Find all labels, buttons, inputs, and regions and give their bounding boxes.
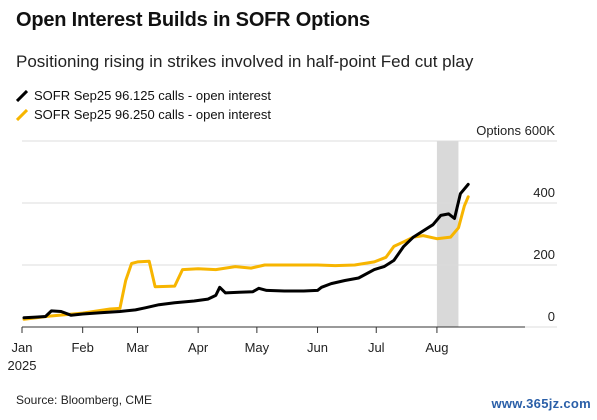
x-tick-label-7: Aug (425, 340, 448, 355)
x-tick-label-4: May (245, 340, 270, 355)
legend-swatch-96250 (16, 108, 28, 121)
chart-legend: SOFR Sep25 96.125 calls - open interest … (16, 86, 271, 124)
y-tick-label-1: 200 (533, 247, 555, 262)
legend-item-96250: SOFR Sep25 96.250 calls - open interest (16, 105, 271, 124)
series-line-1 (22, 195, 470, 321)
legend-label-96250: SOFR Sep25 96.250 calls - open interest (34, 107, 272, 122)
x-tick-label-0: Jan (12, 340, 33, 355)
source-note: Source: Bloomberg, CME (16, 393, 153, 407)
y-tick-label-2: 400 (533, 185, 555, 200)
legend-swatch-96125 (16, 89, 28, 102)
chart-title: Open Interest Builds in SOFR Options (16, 9, 370, 31)
watermark: www.365jz.com (491, 396, 591, 411)
x-tick-label-3: Apr (188, 340, 209, 355)
legend-swatch-96125-line (16, 89, 28, 102)
y-tick-label-0: 0 (548, 309, 555, 324)
x-tick-label-5: Jun (307, 340, 328, 355)
series-line-0 (22, 182, 470, 320)
x-tick-label-2: Mar (126, 340, 149, 355)
shaded-period (436, 141, 459, 327)
x-tick-label-6: Jul (368, 340, 385, 355)
legend-label-96125: SOFR Sep25 96.125 calls - open interest (34, 88, 272, 103)
y-unit-label: Options 600K (476, 123, 555, 138)
legend-swatch-96250-line (16, 108, 28, 121)
x-tick-label-1: Feb (71, 340, 93, 355)
legend-item-96125: SOFR Sep25 96.125 calls - open interest (16, 86, 271, 105)
x-year-label: 2025 (8, 358, 37, 373)
chart-subtitle: Positioning rising in strikes involved i… (16, 52, 474, 71)
